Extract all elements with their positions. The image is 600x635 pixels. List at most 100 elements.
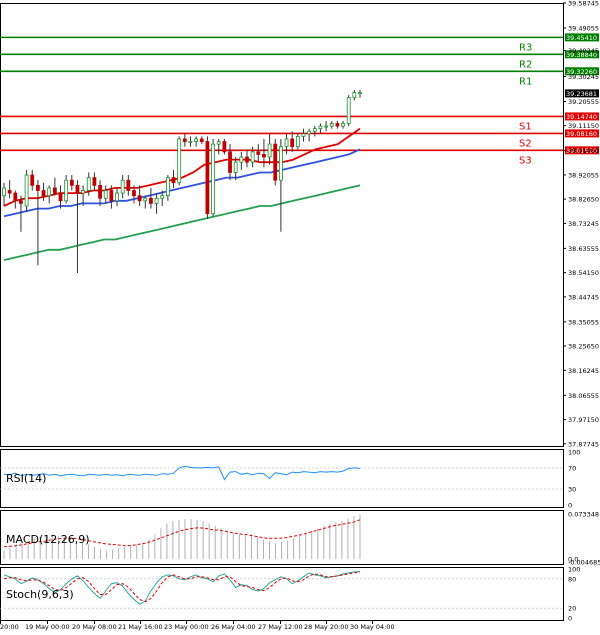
time-tick-label: 20:00 — [0, 623, 19, 631]
stoch-tick-label: 20 — [568, 605, 576, 613]
price-tick-label: 39.40245 — [568, 47, 599, 55]
candle-body — [92, 177, 97, 186]
rsi-tick-label: 70 — [568, 464, 576, 472]
level-label-r1: R1 — [519, 76, 532, 87]
macd-title: MACD(12,26,9) — [6, 533, 90, 546]
time-tick-label: 26 May 04:00 — [211, 623, 256, 631]
candle-body — [137, 195, 142, 202]
macd-tick-label: 0.0 — [568, 556, 578, 564]
candle-body — [149, 197, 153, 204]
candle-body — [341, 123, 345, 127]
candle-body — [256, 151, 261, 155]
rsi-title: RSI(14) — [6, 472, 46, 485]
candle-body — [290, 138, 295, 148]
panel-frame-2 — [0, 510, 564, 565]
candle-body — [318, 125, 323, 130]
stoch-k-line — [3, 571, 361, 605]
candle-body — [211, 143, 215, 215]
price-tick-label: 39.58745 — [568, 0, 599, 8]
price-tick-label: 38.16245 — [568, 367, 599, 375]
candle-body — [324, 125, 328, 128]
candle-body — [222, 141, 227, 153]
candle-body — [177, 138, 182, 184]
level-price-tag — [565, 50, 599, 59]
candle-body — [358, 92, 362, 94]
candle-body — [205, 141, 210, 215]
time-tick-label: 30 May 04:00 — [350, 623, 395, 631]
time-tick-label: 27 May 12:00 — [258, 623, 303, 631]
candle-body — [24, 174, 29, 207]
candle-body — [30, 174, 35, 186]
candle-body — [194, 138, 199, 142]
price-tick-label: 39.11150 — [568, 122, 599, 130]
candle-body — [52, 187, 57, 194]
candle-body — [19, 200, 23, 204]
candle-body — [307, 130, 312, 135]
price-tick-label: 38.73245 — [568, 220, 599, 228]
candle-body — [239, 156, 244, 163]
candle-body — [171, 177, 176, 184]
candle-body — [75, 184, 80, 194]
candle-body — [267, 143, 272, 158]
candle-body — [86, 177, 91, 191]
candle-body — [182, 138, 187, 142]
level-price-label: 39.45410 — [566, 34, 597, 42]
panel-frame-1 — [0, 449, 564, 508]
price-tick-label: 38.44745 — [568, 293, 599, 301]
level-price-tag — [565, 33, 599, 42]
level-price-label: 39.38840 — [566, 51, 597, 59]
stoch-title: Stoch(9,6,3) — [6, 588, 74, 601]
price-tick-label: 38.92055 — [568, 171, 599, 179]
price-tick-label: 39.01460 — [568, 147, 599, 155]
price-tick-label: 37.87745 — [568, 440, 599, 448]
rsi-tick-label: 30 — [568, 486, 576, 494]
candle-body — [41, 190, 46, 197]
time-tick-label: 21 May 16:00 — [118, 623, 163, 631]
candle-body — [2, 187, 6, 197]
level-price-label: 39.14740 — [566, 113, 597, 121]
moving-average-fast — [3, 127, 361, 207]
candle-body — [58, 192, 63, 202]
candle-body — [126, 179, 131, 191]
candle-body — [103, 190, 108, 199]
level-price-tag — [565, 129, 599, 138]
candle-body — [188, 141, 193, 143]
rsi-tick-label: 100 — [568, 449, 580, 457]
current-price-label: 39.23681 — [566, 90, 597, 98]
candle-body — [69, 179, 74, 186]
price-tick-label: 38.35055 — [568, 318, 599, 326]
candle-body — [262, 154, 266, 158]
candle-body — [228, 151, 232, 173]
panel-frame-0 — [0, 3, 564, 447]
current-price-tag — [565, 89, 599, 98]
candle-body — [64, 179, 69, 202]
candle-body — [7, 190, 12, 194]
price-tick-label: 38.06555 — [568, 392, 599, 400]
candle-body — [284, 138, 289, 148]
candle-body — [98, 184, 102, 199]
candle-body — [301, 133, 306, 137]
candle-body — [13, 192, 18, 202]
price-tick-label: 39.49055 — [568, 24, 599, 32]
candle-body — [278, 146, 283, 181]
candle-body — [47, 187, 52, 197]
price-tick-label: 39.30245 — [568, 73, 599, 81]
candle-body — [250, 151, 255, 163]
candle-body — [132, 190, 136, 197]
time-tick-label: 19 May 00:00 — [25, 623, 70, 631]
candle-body — [199, 138, 204, 142]
price-tick-label: 39.20555 — [568, 98, 599, 106]
moving-average-medium — [3, 148, 361, 218]
stoch-tick-label: 100 — [568, 566, 580, 574]
candle-body — [216, 141, 221, 145]
time-tick-label: 28 May 20:00 — [304, 623, 349, 631]
stoch-tick-label: 0 — [568, 615, 572, 623]
candle-body — [154, 197, 159, 204]
price-tick-label: 38.63555 — [568, 245, 599, 253]
price-tick-label: 38.82650 — [568, 196, 599, 204]
level-price-label: 39.08160 — [566, 130, 597, 138]
candle-body — [143, 197, 148, 202]
panel-frame-3 — [0, 567, 564, 621]
time-tick-label: 23 May 00:00 — [164, 623, 209, 631]
candle-body — [335, 123, 340, 127]
